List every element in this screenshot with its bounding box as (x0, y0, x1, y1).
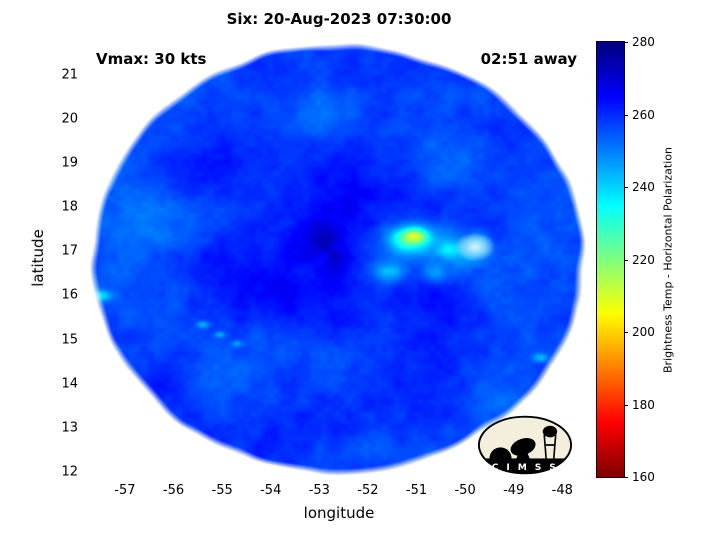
colorbar-tick-mark (624, 404, 628, 406)
colorbar-tick-label: 160 (632, 470, 655, 484)
x-tick-label: -48 (551, 483, 573, 498)
time-away-annotation: 02:51 away (480, 50, 577, 68)
colorbar-tick-label: 280 (632, 35, 655, 49)
colorbar-label: Brightness Temp - Horizontal Polarizatio… (661, 147, 675, 373)
satellite-dish-icon (510, 438, 536, 456)
colorbar-tick-mark (624, 114, 628, 116)
y-tick-label: 13 (61, 420, 78, 436)
y-tick-label: 15 (61, 332, 78, 348)
x-axis-label: longitude (303, 504, 375, 522)
y-tick-label: 20 (61, 111, 78, 127)
radome-dome-icon (489, 447, 512, 459)
x-tick-label: -54 (260, 483, 282, 498)
x-tick-label: -53 (308, 483, 330, 498)
dish-pedestal (516, 449, 530, 459)
colorbar-tick-label: 240 (632, 180, 655, 194)
colorbar-tick-label: 220 (632, 252, 655, 267)
colorbar-tick-mark (624, 42, 628, 43)
y-tick-label: 19 (61, 155, 78, 171)
colorbar-tick-mark (624, 187, 628, 188)
colorbar-tick-mark (624, 477, 628, 478)
y-tick-label: 12 (61, 464, 78, 480)
x-tick-label: -49 (503, 483, 525, 498)
x-tick-label: -52 (357, 483, 379, 498)
x-tick-label: -57 (114, 483, 136, 498)
colorbar (596, 41, 625, 478)
colorbar-tick-label: 180 (632, 397, 655, 412)
plot-title: Six: 20-Aug-2023 07:30:00 (226, 10, 452, 28)
cimss-logo: C I M S S (477, 415, 573, 475)
x-tick-label: -51 (405, 483, 428, 498)
colorbar-tick-mark (624, 259, 628, 261)
y-tick-label: 21 (61, 67, 78, 83)
water-tower-tank-icon (542, 425, 558, 438)
y-tick-label: 16 (61, 287, 78, 303)
water-tower-legs (543, 434, 557, 459)
colorbar-tick-label: 200 (632, 325, 655, 339)
cimss-logo-text: C I M S S (492, 463, 559, 473)
x-tick-label: -50 (454, 483, 476, 498)
x-tick-label: -55 (211, 483, 233, 498)
colorbar-tick-label: 260 (632, 107, 655, 122)
x-tick-label: -56 (162, 483, 185, 498)
y-tick-label: 17 (61, 243, 78, 259)
colorbar-tick-mark (624, 332, 628, 333)
y-tick-label: 14 (61, 376, 78, 392)
vmax-annotation: Vmax: 30 kts (96, 50, 207, 68)
y-tick-label: 18 (61, 199, 78, 215)
